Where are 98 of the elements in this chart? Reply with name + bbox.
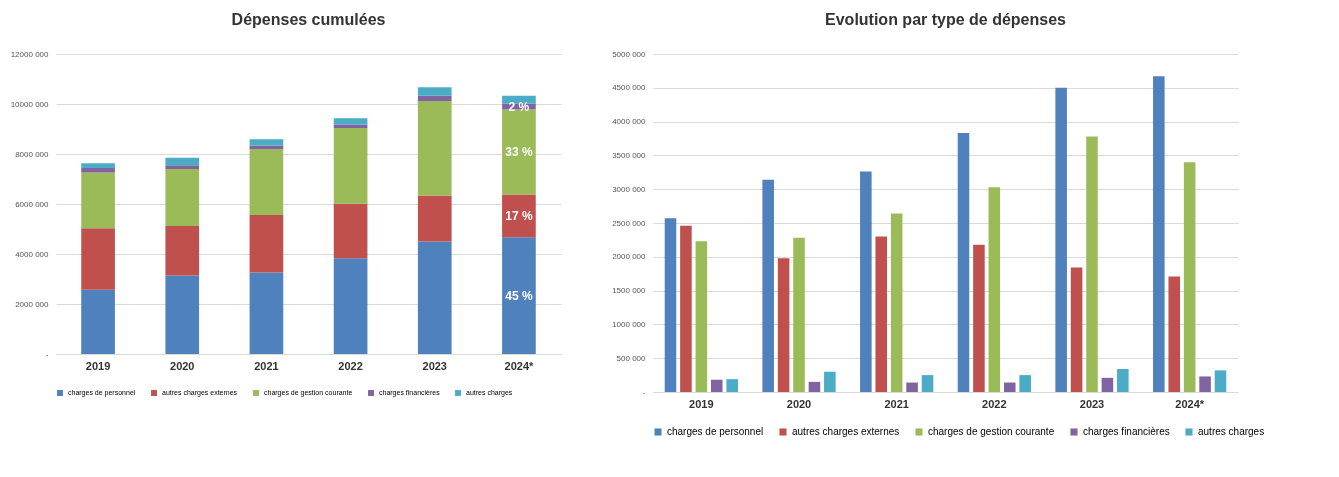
y-tick-label: 1000 000 <box>612 319 647 329</box>
y-tick-label: 6000 000 <box>15 199 50 209</box>
y-tick-label: 12000 000 <box>10 49 50 59</box>
bar <box>777 258 790 392</box>
bar <box>973 244 985 392</box>
bar <box>81 168 115 173</box>
bar <box>165 275 200 354</box>
bar <box>165 226 200 276</box>
bar <box>81 163 115 168</box>
bar <box>890 213 903 392</box>
bar <box>81 172 115 229</box>
bar <box>165 169 200 226</box>
legend-label: charges financières <box>1083 426 1170 437</box>
bar <box>1153 76 1165 392</box>
x-tick-label: 2023 <box>422 359 447 372</box>
x-tick-label: 2019 <box>689 397 714 410</box>
y-tick-label: 3500 000 <box>612 150 647 160</box>
bar <box>1199 376 1211 392</box>
bar <box>417 95 452 101</box>
y-tick-label: 8000 000 <box>15 149 50 159</box>
x-tick-label: 2019 <box>85 359 111 372</box>
bar <box>165 165 200 169</box>
bar <box>793 237 805 392</box>
bar <box>502 95 536 104</box>
chart-title: Evolution par type de dépenses <box>825 11 1067 28</box>
bar <box>333 203 368 259</box>
legend-label: autres charges externes <box>792 426 900 437</box>
y-tick-label: 1500 000 <box>612 286 647 296</box>
bar <box>502 109 536 195</box>
annotation: 2 % <box>508 99 530 114</box>
bar <box>1214 370 1227 392</box>
bar <box>417 87 452 96</box>
bar <box>502 237 536 354</box>
bar <box>860 171 872 392</box>
bar <box>333 258 368 354</box>
bar <box>502 194 536 238</box>
bar <box>762 179 774 392</box>
bar <box>417 101 452 196</box>
legend-label: charges de gestion courante <box>928 426 1055 437</box>
bar <box>81 228 115 290</box>
bar <box>824 371 836 392</box>
bar <box>906 382 918 392</box>
y-tick-label: 2500 000 <box>612 218 647 228</box>
x-tick-label: 2024* <box>504 359 534 372</box>
y-tick-label: 2000 000 <box>612 252 647 262</box>
bar <box>249 149 284 215</box>
x-tick-label: 2021 <box>884 397 909 410</box>
annotation: 17 % <box>505 208 533 223</box>
bar <box>249 139 284 146</box>
x-tick-label: 2020 <box>170 359 195 372</box>
bar <box>664 218 677 392</box>
annotation: 45 % <box>505 288 533 303</box>
bar <box>710 379 723 392</box>
legend-label: charges de personnel <box>667 426 764 437</box>
y-tick-label: - <box>45 349 49 359</box>
x-tick-label: 2022 <box>338 359 363 372</box>
x-tick-label: 2024* <box>1175 397 1205 410</box>
bar <box>165 157 200 166</box>
bar <box>333 118 368 125</box>
bar <box>333 128 368 204</box>
bar <box>808 381 821 392</box>
y-tick-label: 500 000 <box>616 353 647 363</box>
bar <box>1070 267 1083 392</box>
y-tick-label: 5000 000 <box>612 49 647 59</box>
chart-title: Dépenses cumulées <box>231 11 386 28</box>
x-tick-label: 2022 <box>982 397 1007 410</box>
bar <box>680 225 692 392</box>
bar <box>1019 375 1031 392</box>
y-tick-label: - <box>642 387 646 397</box>
bar <box>1183 162 1196 392</box>
annotation: 33 % <box>505 145 533 159</box>
y-tick-label: 4000 000 <box>612 117 647 127</box>
x-tick-label: 2020 <box>786 397 812 410</box>
bar <box>417 195 452 242</box>
bar <box>249 215 284 273</box>
bar <box>1055 87 1067 392</box>
bar <box>875 236 888 392</box>
y-tick-label: 3000 000 <box>612 184 647 194</box>
x-tick-label: 2021 <box>254 359 279 372</box>
bar <box>1003 382 1016 392</box>
y-tick-label: 2000 000 <box>15 299 50 309</box>
bar <box>988 187 1001 392</box>
bar <box>1117 369 1129 392</box>
bar <box>695 241 708 392</box>
bar <box>1168 276 1181 392</box>
y-tick-label: 10000 000 <box>10 99 50 109</box>
bar <box>726 379 738 392</box>
bar <box>417 241 452 354</box>
bar <box>957 133 970 392</box>
bar <box>1086 136 1098 392</box>
y-tick-label: 4500 000 <box>612 83 647 93</box>
y-tick-label: 4000 000 <box>15 249 50 259</box>
bar <box>1101 377 1114 392</box>
bar <box>249 272 284 354</box>
x-tick-label: 2023 <box>1079 397 1105 410</box>
bar <box>921 375 934 392</box>
legend-label: autres charges <box>1198 426 1265 437</box>
bar <box>81 289 115 354</box>
